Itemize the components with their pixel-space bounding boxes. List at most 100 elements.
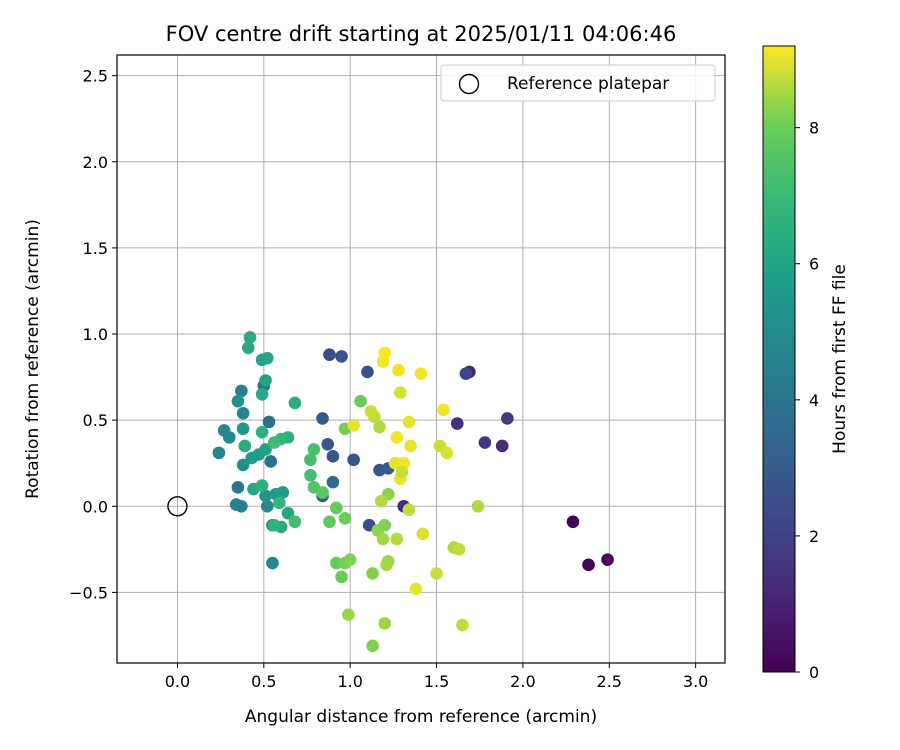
colorbar-ticks: 0 2 4 6 8 xyxy=(795,119,819,682)
data-point xyxy=(380,558,393,572)
data-point xyxy=(373,420,386,434)
data-point xyxy=(323,348,336,361)
colorbar-tick-label: 4 xyxy=(809,391,819,410)
data-point xyxy=(478,436,492,449)
data-points xyxy=(212,331,614,653)
legend-reference-marker xyxy=(458,73,480,95)
data-point xyxy=(260,351,274,365)
data-point xyxy=(388,456,402,470)
data-point xyxy=(243,331,257,344)
data-point xyxy=(330,501,343,515)
reference-platepar-marker xyxy=(167,496,188,517)
data-point xyxy=(255,479,269,492)
data-point xyxy=(235,384,248,398)
x-tick-label: 2.5 xyxy=(597,672,622,691)
data-point xyxy=(366,567,379,580)
x-tick-label: 3.0 xyxy=(683,672,708,691)
colorbar-tick-label: 2 xyxy=(809,527,819,546)
x-tick-label: 2.0 xyxy=(510,672,535,691)
data-point xyxy=(266,556,279,570)
colorbar-tick-label: 0 xyxy=(809,663,819,682)
data-point xyxy=(212,446,226,460)
legend-entry-label: Reference platepar xyxy=(507,74,669,94)
colorbar-frame xyxy=(762,45,796,673)
data-point xyxy=(471,499,485,513)
data-point xyxy=(495,439,509,453)
y-axis-label: Rotation from reference (arcmin) xyxy=(23,219,43,499)
data-point xyxy=(255,388,269,401)
data-point xyxy=(288,396,302,410)
x-tick-label: 1.0 xyxy=(337,672,362,691)
data-point xyxy=(378,617,392,630)
data-point xyxy=(323,515,336,529)
colorbar-tick-label: 8 xyxy=(809,119,819,138)
data-point xyxy=(437,403,450,417)
x-tick-label: 0.5 xyxy=(251,672,276,691)
data-point xyxy=(392,363,405,377)
data-point xyxy=(395,465,409,479)
data-point xyxy=(378,346,392,360)
data-point xyxy=(393,386,407,399)
data-point xyxy=(241,341,255,355)
y-tick-label: 2.5 xyxy=(83,67,108,86)
data-point xyxy=(304,468,317,482)
data-point xyxy=(456,618,469,632)
x-tick-label: 0.0 xyxy=(165,672,190,691)
data-point xyxy=(288,515,302,529)
data-point xyxy=(321,437,335,451)
data-point xyxy=(582,558,595,572)
data-point xyxy=(376,532,390,546)
data-point xyxy=(236,422,250,436)
data-point xyxy=(262,415,276,429)
data-point xyxy=(414,367,428,380)
x-tick-label: 1.5 xyxy=(424,672,449,691)
data-point xyxy=(259,489,272,503)
data-point xyxy=(390,532,404,546)
data-point xyxy=(222,431,236,444)
data-point xyxy=(402,415,416,429)
data-point xyxy=(326,475,340,489)
y-tick-label: 0.5 xyxy=(83,411,108,430)
data-point xyxy=(316,486,329,499)
data-point xyxy=(347,419,360,432)
colorbar: 0 2 4 6 8 Hours from first FF file xyxy=(762,45,850,682)
data-point xyxy=(409,582,423,596)
data-point xyxy=(304,453,317,467)
data-point xyxy=(264,455,278,468)
data-point xyxy=(267,518,281,532)
data-point xyxy=(255,425,269,439)
data-point xyxy=(343,553,357,566)
colorbar-label: Hours from first FF file xyxy=(830,264,850,454)
chart-title: FOV centre drift starting at 2025/01/11 … xyxy=(166,22,677,46)
data-point xyxy=(235,499,248,513)
y-tick-label: 1.5 xyxy=(83,239,108,258)
legend: Reference platepar xyxy=(440,64,716,102)
y-tick-label: 2.0 xyxy=(83,153,108,172)
data-point xyxy=(236,458,250,472)
data-point xyxy=(267,436,281,449)
data-point xyxy=(342,608,355,622)
colorbar-tick-label: 6 xyxy=(809,255,819,274)
data-point xyxy=(338,512,352,525)
data-point xyxy=(378,518,392,532)
y-tick-label: 1.0 xyxy=(83,325,108,344)
data-point xyxy=(316,412,329,425)
data-point xyxy=(430,567,443,580)
data-point xyxy=(416,527,430,541)
data-point xyxy=(330,556,343,570)
data-point xyxy=(238,439,252,453)
data-point xyxy=(601,553,614,566)
data-point xyxy=(459,367,473,380)
data-point xyxy=(390,431,404,444)
data-point xyxy=(259,374,272,387)
data-point xyxy=(273,496,286,510)
plot-frame xyxy=(116,54,726,664)
data-point xyxy=(354,394,367,408)
data-point xyxy=(374,494,388,508)
data-point xyxy=(440,446,454,460)
data-point xyxy=(259,443,272,456)
data-point xyxy=(307,443,321,456)
data-point xyxy=(236,406,250,420)
data-point xyxy=(231,394,245,408)
